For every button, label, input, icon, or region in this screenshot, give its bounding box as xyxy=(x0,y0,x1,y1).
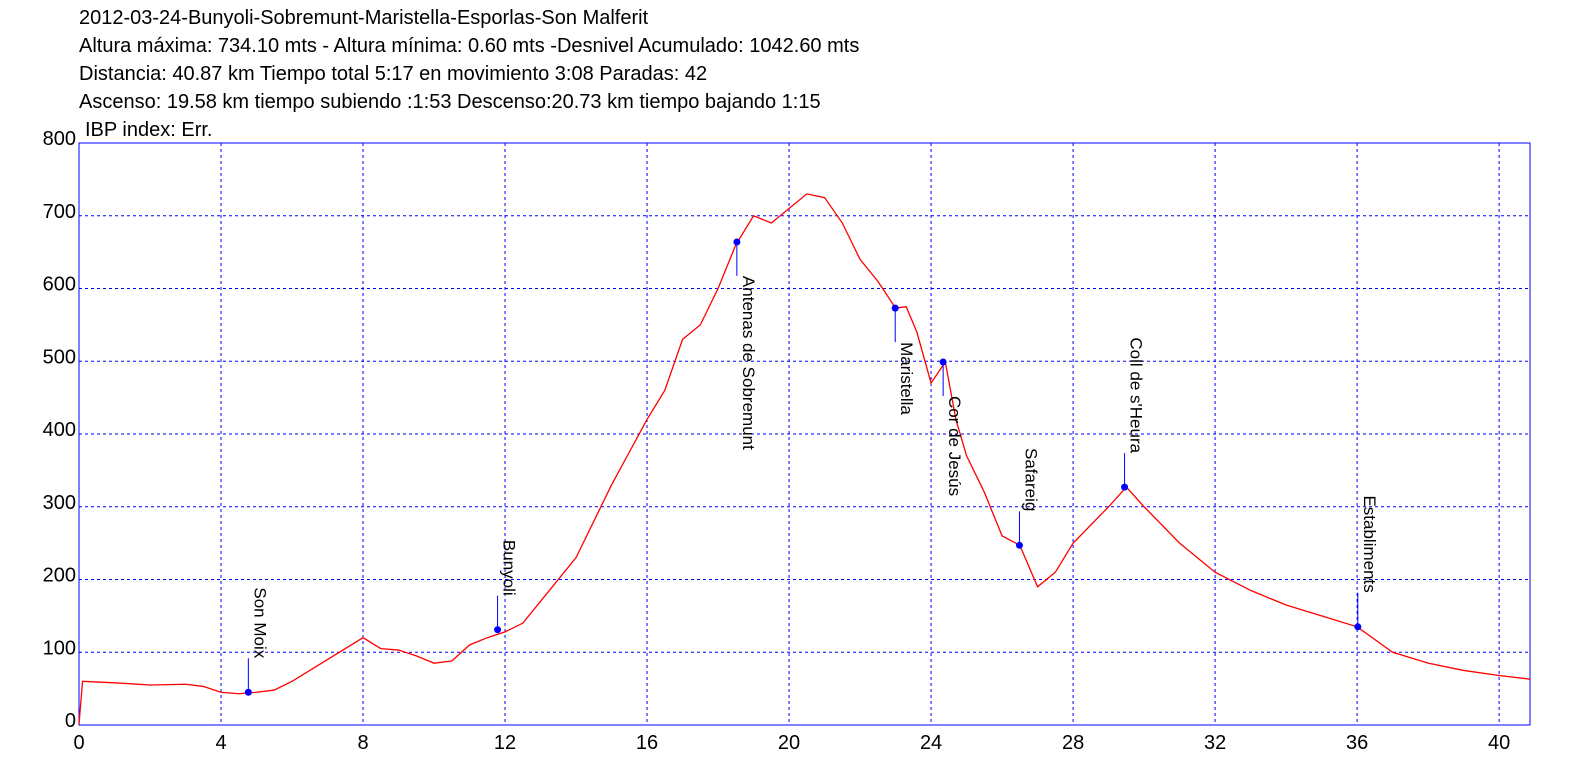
x-tick-label: 28 xyxy=(1062,732,1084,754)
subtitle-line: Ascenso: 19.58 km tiempo subiendo :1:53 … xyxy=(79,91,821,113)
waypoint-label: Cor de Jesús xyxy=(945,396,964,496)
y-tick-label: 0 xyxy=(65,710,76,732)
x-tick-label: 0 xyxy=(73,732,84,754)
waypoint-marker xyxy=(1121,483,1129,491)
y-tick-label: 800 xyxy=(43,128,76,150)
x-tick-label: 12 xyxy=(494,732,516,754)
waypoint-marker xyxy=(1354,623,1362,631)
x-tick-label: 16 xyxy=(636,732,658,754)
x-tick-label: 40 xyxy=(1488,732,1510,754)
waypoint-label: Safareig xyxy=(1021,448,1040,511)
waypoint-marker xyxy=(244,688,252,696)
x-tick-label: 32 xyxy=(1204,732,1226,754)
waypoint-marker xyxy=(891,304,899,312)
waypoint-marker xyxy=(733,238,741,246)
y-tick-label: 100 xyxy=(43,637,76,659)
y-tick-label: 300 xyxy=(43,492,76,514)
waypoint-label: Establiments xyxy=(1360,495,1379,592)
waypoint-marker xyxy=(1015,541,1023,549)
waypoint-marker xyxy=(494,626,502,634)
y-tick-label: 400 xyxy=(43,419,76,441)
plot-frame xyxy=(78,142,1531,726)
waypoint-label: Son Moix xyxy=(250,587,269,658)
waypoint-label: Bunyoli xyxy=(500,540,519,596)
subtitle-line: Altura máxima: 734.10 mts - Altura mínim… xyxy=(79,35,859,57)
x-tick-label: 20 xyxy=(778,732,800,754)
x-tick-label: 4 xyxy=(215,732,226,754)
subtitle-line: IBP index: Err. xyxy=(85,119,212,141)
y-tick-label: 600 xyxy=(43,274,76,296)
y-tick-label: 700 xyxy=(43,201,76,223)
waypoint-label: Coll de s'Heura xyxy=(1127,337,1146,453)
x-tick-label: 24 xyxy=(920,732,942,754)
subtitle-line: Distancia: 40.87 km Tiempo total 5:17 en… xyxy=(79,63,707,85)
y-tick-label: 200 xyxy=(43,565,76,587)
y-tick-label: 500 xyxy=(43,346,76,368)
elevation-line xyxy=(78,193,1531,725)
chart-title: 2012-03-24-Bunyoli-Sobremunt-Maristella-… xyxy=(79,7,649,29)
waypoint-label: Antenas de Sobremunt xyxy=(739,276,758,450)
x-tick-label: 36 xyxy=(1346,732,1368,754)
x-tick-label: 8 xyxy=(357,732,368,754)
waypoint-label: Maristella xyxy=(897,342,916,415)
waypoint-marker xyxy=(939,358,947,366)
